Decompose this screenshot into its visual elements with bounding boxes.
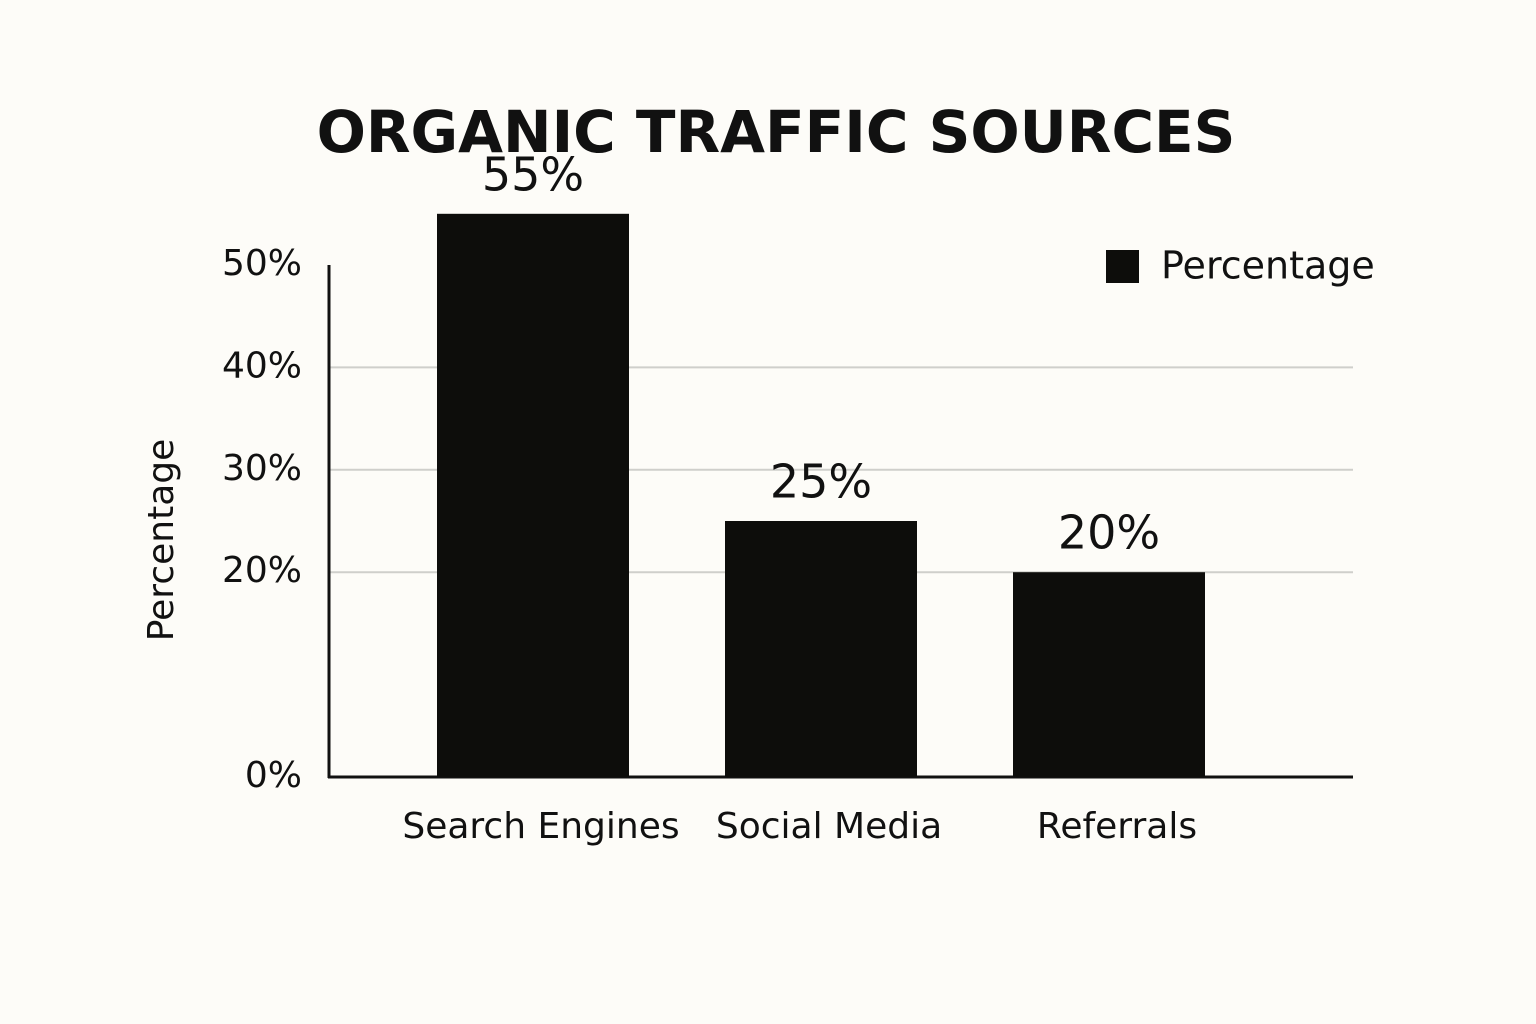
y-tick-label: 0% <box>245 755 302 796</box>
chart-title: ORGANIC TRAFFIC SOURCES <box>317 98 1236 166</box>
y-tick-label: 40% <box>222 345 302 386</box>
y-tick-label: 20% <box>222 550 302 591</box>
x-tick-label: Referrals <box>1037 806 1197 847</box>
legend-swatch <box>1106 250 1139 283</box>
bar <box>725 521 917 777</box>
x-tick-label: Social Media <box>716 806 942 847</box>
legend-label: Percentage <box>1161 244 1375 288</box>
y-tick-label: 50% <box>222 243 302 284</box>
y-tick-label: 30% <box>222 448 302 489</box>
value-label: 55% <box>482 147 584 201</box>
value-label: 20% <box>1058 506 1160 560</box>
bar <box>1013 572 1205 777</box>
x-tick-label: Search Engines <box>402 806 679 847</box>
bar <box>437 213 629 778</box>
y-axis-label: Percentage <box>141 439 182 642</box>
value-label: 25% <box>770 455 872 509</box>
